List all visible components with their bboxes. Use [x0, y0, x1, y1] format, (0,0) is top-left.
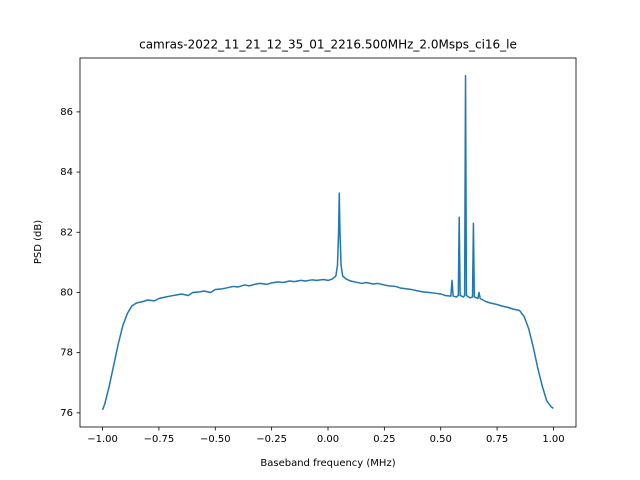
x-tick-label: −0.25 [256, 434, 287, 445]
y-tick-label: 80 [60, 287, 73, 298]
x-tick-label: 0.00 [317, 434, 339, 445]
x-tick-label: 0.50 [430, 434, 452, 445]
chart-title: camras-2022_11_21_12_35_01_2216.500MHz_2… [139, 38, 517, 52]
y-tick-label: 86 [60, 107, 73, 118]
x-axis-label: Baseband frequency (MHz) [260, 458, 395, 469]
x-tick-label: −1.00 [87, 434, 118, 445]
x-tick-label: 1.00 [542, 434, 564, 445]
x-tick-label: 0.75 [486, 434, 508, 445]
plot-frame [79, 57, 577, 428]
x-tick-label: 0.25 [373, 434, 395, 445]
y-tick-label: 76 [60, 408, 73, 419]
y-tick-label: 78 [60, 348, 73, 359]
y-tick-label: 82 [60, 227, 73, 238]
psd-line [101, 75, 554, 411]
y-axis-label: PSD (dB) [33, 220, 44, 264]
x-tick-label: −0.50 [200, 434, 231, 445]
y-tick-label: 84 [60, 167, 73, 178]
x-tick-label: −0.75 [144, 434, 175, 445]
